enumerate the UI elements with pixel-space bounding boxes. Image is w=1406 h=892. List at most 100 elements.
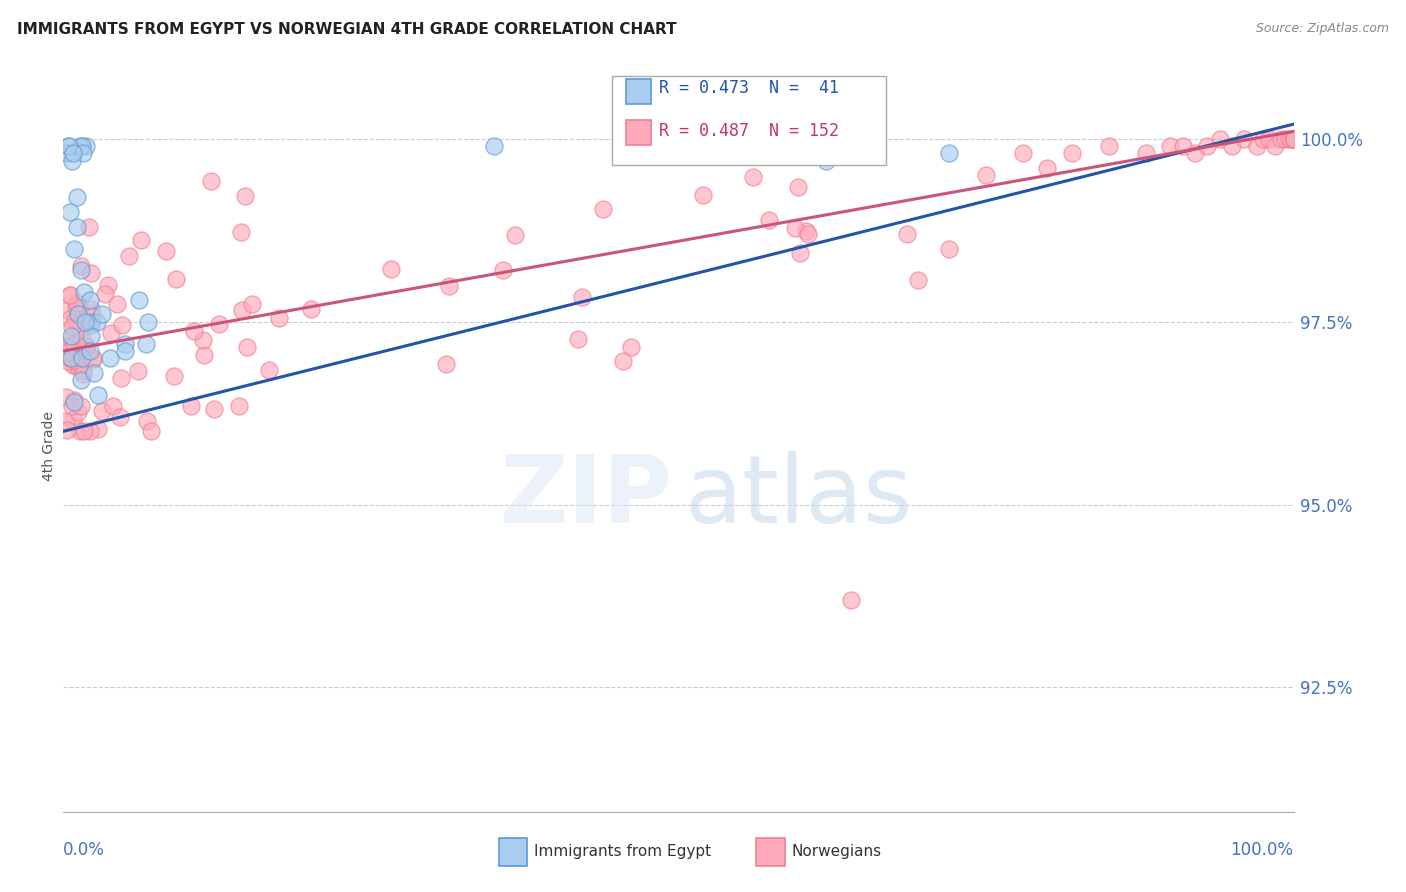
Point — [108, 410, 131, 425]
Point — [58, 351, 80, 365]
Point — [63, 242, 86, 256]
Point — [136, 315, 159, 329]
Point — [974, 169, 997, 183]
Point — [60, 341, 83, 355]
Point — [75, 315, 97, 329]
Point — [56, 139, 79, 153]
Point — [1257, 132, 1279, 146]
Point — [77, 220, 100, 235]
Point — [73, 425, 96, 439]
Point — [110, 371, 132, 385]
Point — [70, 263, 93, 277]
Point — [53, 342, 76, 356]
Point — [66, 405, 89, 419]
Point — [70, 139, 93, 153]
Point — [56, 302, 79, 317]
Point — [180, 400, 202, 414]
Point — [69, 356, 91, 370]
Point — [118, 249, 141, 263]
Point — [193, 348, 215, 362]
Point — [97, 277, 120, 292]
Point — [1184, 146, 1206, 161]
Point — [567, 332, 589, 346]
Text: Immigrants from Egypt: Immigrants from Egypt — [534, 845, 711, 859]
Point — [1160, 139, 1182, 153]
Point — [1098, 139, 1121, 153]
Point — [69, 139, 91, 153]
Point — [69, 424, 91, 438]
Point — [1282, 132, 1305, 146]
Point — [53, 343, 76, 358]
Point — [60, 332, 83, 346]
Point — [758, 213, 780, 227]
Point — [56, 423, 79, 437]
Point — [1282, 132, 1305, 146]
Point — [437, 278, 460, 293]
Point — [1036, 161, 1059, 175]
Point — [80, 318, 103, 333]
Point — [65, 359, 87, 373]
Point — [82, 351, 104, 366]
Point — [69, 301, 91, 315]
Point — [72, 364, 94, 378]
Point — [80, 301, 103, 316]
Point — [59, 287, 82, 301]
Point — [80, 266, 103, 280]
Point — [65, 338, 87, 352]
Point — [165, 272, 187, 286]
Point — [60, 329, 83, 343]
Point — [58, 354, 80, 368]
Point — [1282, 132, 1305, 146]
Text: ZIP: ZIP — [499, 451, 672, 543]
Point — [1282, 132, 1305, 146]
Point — [70, 373, 93, 387]
Point — [1282, 132, 1305, 146]
Point — [229, 225, 252, 239]
Point — [127, 364, 149, 378]
Point — [505, 227, 527, 242]
Point — [55, 146, 77, 161]
Point — [63, 312, 86, 326]
Text: Source: ZipAtlas.com: Source: ZipAtlas.com — [1256, 22, 1389, 36]
Point — [1197, 139, 1219, 153]
Point — [257, 363, 280, 377]
Point — [208, 317, 231, 331]
Point — [1208, 132, 1232, 146]
Point — [55, 414, 77, 428]
Point — [482, 139, 505, 153]
Point — [202, 401, 225, 416]
Point — [60, 351, 83, 366]
Point — [231, 303, 253, 318]
Point — [839, 592, 862, 607]
Text: 0.0%: 0.0% — [63, 841, 105, 859]
Point — [135, 414, 157, 428]
Point — [155, 244, 177, 258]
Point — [69, 322, 91, 336]
Point — [66, 353, 89, 368]
Point — [67, 317, 90, 331]
Point — [58, 344, 80, 359]
Point — [60, 153, 83, 168]
Point — [796, 223, 818, 237]
Point — [63, 340, 86, 354]
Point — [380, 262, 402, 277]
Point — [63, 395, 86, 409]
Point — [228, 399, 250, 413]
Point — [62, 393, 84, 408]
Point — [896, 227, 918, 241]
Point — [53, 339, 76, 353]
Point — [62, 146, 84, 161]
Text: IMMIGRANTS FROM EGYPT VS NORWEGIAN 4TH GRADE CORRELATION CHART: IMMIGRANTS FROM EGYPT VS NORWEGIAN 4TH G… — [17, 22, 676, 37]
Point — [70, 400, 93, 414]
Point — [72, 333, 94, 347]
Point — [73, 285, 96, 300]
Point — [62, 358, 84, 372]
Point — [865, 122, 887, 136]
Point — [139, 425, 162, 439]
Point — [90, 404, 112, 418]
Point — [105, 297, 128, 311]
Point — [1282, 132, 1305, 146]
Point — [62, 413, 84, 427]
Point — [72, 367, 94, 381]
Point — [1282, 132, 1305, 146]
